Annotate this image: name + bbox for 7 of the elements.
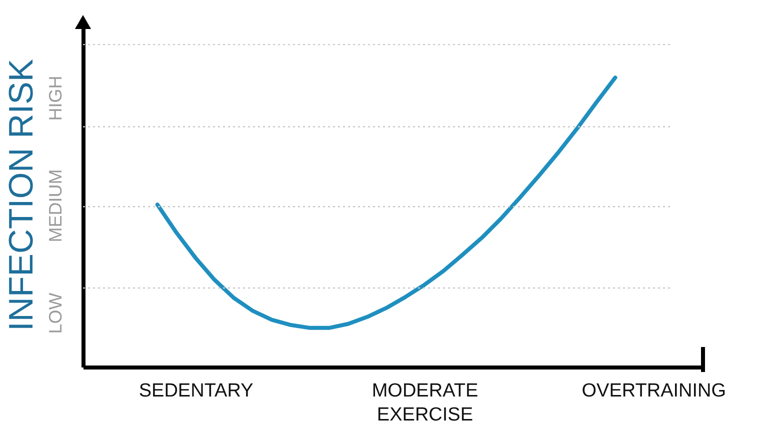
y-axis-title: INFECTION RISK [2, 58, 40, 332]
text: MEDIUM [45, 169, 66, 242]
text: HIGH [45, 76, 66, 121]
x-tick-label: MODERATE EXERCISE [372, 380, 478, 426]
text: LOW [45, 292, 66, 334]
x-tick-label: SEDENTARY [138, 380, 254, 402]
x-tick-label: OVERTRAINING [582, 380, 726, 402]
